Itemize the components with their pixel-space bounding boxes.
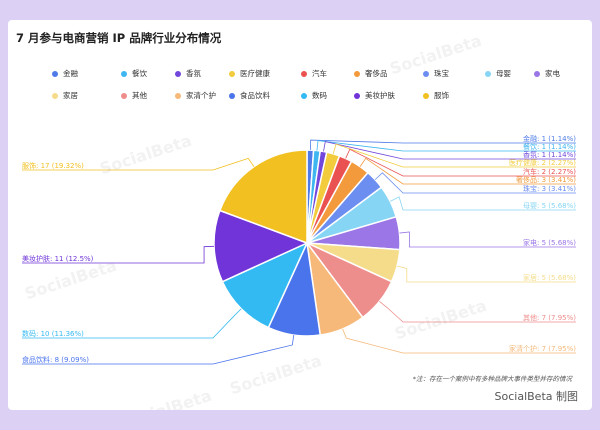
chart-title: 7 月参与电商营销 IP 品牌行业分布情况 [16, 31, 222, 45]
legend-label: 奢侈品 [365, 69, 388, 78]
legend-swatch [301, 92, 307, 99]
legend-item: 其他 [121, 90, 147, 101]
legend-swatch [301, 70, 307, 77]
legend-swatch [229, 92, 235, 99]
data-label: 餐饮: 1 (1.14%) [523, 142, 576, 151]
data-label: 珠宝: 3 (3.41%) [523, 184, 576, 193]
legend-label: 家清个护 [186, 91, 216, 100]
data-label: 香氛: 1 (1.14%) [523, 150, 576, 159]
leader-line [323, 141, 576, 160]
data-label: 母婴: 5 (5.68%) [523, 202, 576, 210]
chart-card: 7 月参与电商营销 IP 品牌行业分布情况 金融 餐饮 香氛 医疗健康 汽车 奢侈品 珠宝母… [8, 20, 592, 410]
leader-line [22, 334, 295, 365]
legend-swatch [175, 70, 181, 77]
data-label: 服饰: 17 (19.32%) [22, 161, 84, 170]
legend-item: 家居 [52, 90, 78, 101]
legend-item: 香氛 [175, 68, 201, 79]
data-label: 美妆护肤: 11 (12.5%) [22, 254, 94, 263]
legend-swatch [121, 92, 127, 99]
leader-line [316, 140, 576, 152]
leader-line [22, 157, 255, 171]
legend-swatch [354, 70, 360, 77]
legend-item: 餐饮 [121, 68, 147, 79]
legend-swatch [175, 92, 181, 99]
leader-line [379, 301, 576, 323]
credit: SocialBeta 制图 [494, 390, 578, 403]
pie-slice [221, 241, 309, 329]
legend-label: 金融 [63, 69, 78, 78]
legend-label: 家居 [63, 91, 78, 100]
legend-item: 美妆护肤 [354, 90, 395, 101]
legend-item: 汽车 [301, 68, 327, 79]
legend-label: 珠宝 [434, 69, 449, 78]
legend-label: 餐饮 [132, 69, 147, 78]
legend-label: 母婴 [496, 69, 511, 78]
legend-label: 香氛 [186, 69, 201, 78]
data-label: 家清个护: 7 (7.95%) [509, 344, 576, 353]
leader-line [345, 148, 576, 177]
leader-line [309, 139, 576, 151]
legend-label: 数码 [312, 91, 327, 100]
data-label: 医疗健康: 2 (2.27%) [509, 158, 576, 167]
leader-line [332, 143, 576, 168]
data-label: 数码: 10 (11.36%) [22, 329, 84, 338]
legend-swatch [52, 70, 58, 77]
legend-item: 家电 [534, 68, 560, 79]
legend-item: 奢侈品 [354, 68, 388, 79]
legend-label: 汽车 [312, 69, 327, 78]
pie-slice [213, 209, 309, 283]
legend-label: 食品饮料 [240, 91, 270, 100]
legend-item: 珠宝 [423, 68, 449, 79]
data-label: 其他: 7 (7.95%) [523, 313, 576, 322]
legend-label: 医疗健康 [240, 69, 270, 78]
pie-slice [218, 149, 308, 245]
legend-item: 数码 [301, 90, 327, 101]
leader-line [399, 231, 576, 248]
leader-line [342, 328, 576, 354]
legend-swatch [534, 70, 540, 77]
legend-item: 医疗健康 [229, 68, 270, 79]
leader-line [22, 308, 242, 339]
data-label: 家居: 5 (5.68%) [523, 273, 576, 282]
data-label: 汽车: 2 (2.27%) [523, 167, 576, 176]
legend-label: 其他 [132, 91, 147, 100]
legend-item: 食品饮料 [229, 90, 270, 101]
legend-swatch [121, 70, 127, 77]
legend-item: 家清个护 [175, 90, 216, 101]
data-label: 奢侈品: 3 (3.41%) [516, 175, 576, 184]
data-label: 食品饮料: 8 (9.09%) [22, 355, 89, 364]
legend-swatch [423, 92, 429, 99]
legend-swatch [354, 92, 360, 99]
legend-swatch [485, 70, 491, 77]
legend-swatch [52, 92, 58, 99]
leader-line [389, 196, 576, 211]
legend-label: 家电 [545, 69, 560, 78]
legend-item: 金融 [52, 68, 78, 79]
pie-chart: 金融: 1 (1.14%)餐饮: 1 (1.14%)香氛: 1 (1.14%)医… [22, 134, 576, 365]
legend-label: 服饰 [434, 91, 449, 100]
leader-line [359, 157, 576, 185]
leader-line [397, 265, 576, 283]
leader-line [22, 245, 215, 264]
legend-label: 美妆护肤 [365, 91, 395, 100]
legend-swatch [229, 70, 235, 77]
legend-swatch [423, 70, 429, 77]
legend-item: 服饰 [423, 90, 449, 101]
footnote: *注：存在一个案例中有多种品牌大事件类型并存的情况 [412, 375, 572, 383]
data-label: 金融: 1 (1.14%) [523, 134, 576, 143]
legend-item: 母婴 [485, 68, 511, 79]
data-label: 家电: 5 (5.68%) [523, 238, 576, 247]
leader-line [374, 172, 576, 194]
